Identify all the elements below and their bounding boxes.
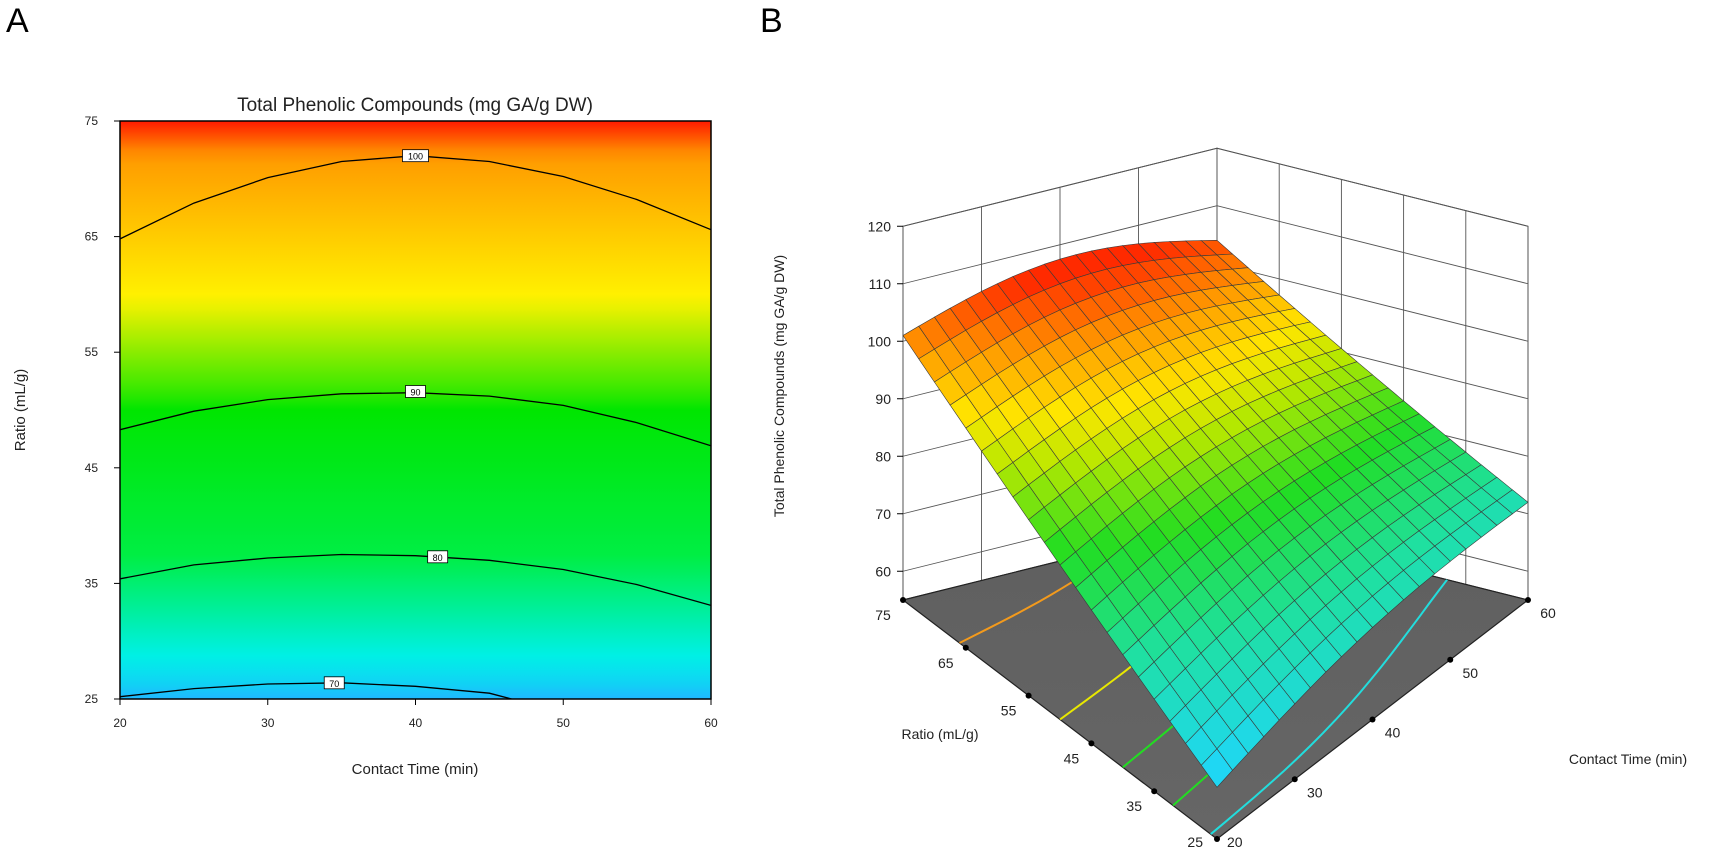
surface-y-tick-mark — [900, 597, 906, 603]
surface-x-tick-mark — [1369, 716, 1376, 723]
contour-y-tick-label: 35 — [85, 576, 99, 590]
surface-x-tick-mark — [1525, 597, 1531, 603]
surface-y-tick-label: 65 — [938, 655, 954, 671]
surface-y-tick-label: 25 — [1187, 834, 1203, 850]
contour-x-tick-label: 20 — [113, 716, 127, 730]
surface-y-tick-label: 55 — [1001, 703, 1017, 719]
surface-x-tick-label: 50 — [1462, 665, 1478, 681]
surface-x-tick-mark — [1447, 656, 1454, 663]
surface-y-tick-mark — [1151, 788, 1158, 795]
surface-y-tick-label: 35 — [1126, 798, 1142, 814]
contour-label: 90 — [410, 388, 420, 398]
surface-x-tick-label: 30 — [1307, 784, 1323, 800]
surface-y-tick-mark — [1025, 692, 1032, 699]
surface-x-tick-label: 60 — [1540, 605, 1556, 621]
surface-x-tick-label: 20 — [1227, 834, 1243, 850]
surface-corner-tick-mark — [1214, 836, 1220, 842]
contour-y-tick-label: 55 — [85, 345, 99, 359]
contour-label: 70 — [329, 679, 339, 689]
contour-label-box — [405, 385, 426, 398]
surface-x-tick-mark — [1291, 776, 1298, 783]
contour-label: 100 — [408, 152, 423, 162]
panel-label-b: B — [760, 2, 783, 40]
contour-x-tick-label: 40 — [409, 716, 423, 730]
surface-y-tick-label: 45 — [1064, 750, 1080, 766]
surface-x-tick-label: 40 — [1385, 725, 1401, 741]
surface-y-axis-label: Ratio (mL/g) — [901, 726, 978, 742]
surface-z-tick-label: 70 — [875, 506, 891, 522]
surface-x-axis-label: Contact Time (min) — [1569, 751, 1687, 767]
contour-label-box — [402, 149, 429, 163]
surface-y-tick-label: 75 — [875, 607, 891, 623]
contour-x-axis-label: Contact Time (min) — [352, 761, 479, 778]
contour-label-box — [427, 550, 449, 564]
contour-y-tick-label: 65 — [85, 230, 99, 244]
contour-title: Total Phenolic Compounds (mg GA/g DW) — [237, 95, 593, 116]
surface-z-tick-label: 80 — [875, 448, 891, 464]
contour-label: 80 — [433, 553, 443, 563]
contour-fill — [120, 121, 711, 699]
contour-x-tick-label: 60 — [704, 716, 718, 730]
contour-y-tick-label: 25 — [85, 692, 99, 706]
surface-z-tick-label: 90 — [875, 391, 891, 407]
surface-y-tick-mark — [1088, 740, 1095, 747]
surface-z-tick-label: 120 — [868, 218, 892, 234]
surface-mesh-cell — [1200, 748, 1233, 788]
surface-z-axis-label: Total Phenolic Compounds (mg GA/g DW) — [771, 255, 787, 517]
contour-x-tick-label: 50 — [557, 716, 571, 730]
contour-y-tick-label: 75 — [85, 114, 99, 128]
panel-label-a: A — [6, 2, 29, 40]
contour-y-axis-label: Ratio (mL/g) — [12, 369, 29, 452]
contour-x-tick-label: 30 — [261, 716, 275, 730]
surface-z-tick-label: 110 — [869, 276, 892, 292]
surface-mesh — [902, 239, 1529, 788]
surface-z-tick-label: 100 — [868, 333, 892, 349]
contour-y-tick-label: 45 — [85, 461, 99, 475]
surface-z-tick-label: 60 — [875, 563, 891, 579]
contour-line-80 — [120, 553, 711, 607]
surface-y-tick-mark — [962, 644, 969, 651]
contour-plot: Total Phenolic Compounds (mg GA/g DW) 10… — [12, 95, 718, 778]
floor-contour-line — [1210, 579, 1448, 835]
contour-label-box — [323, 676, 345, 690]
